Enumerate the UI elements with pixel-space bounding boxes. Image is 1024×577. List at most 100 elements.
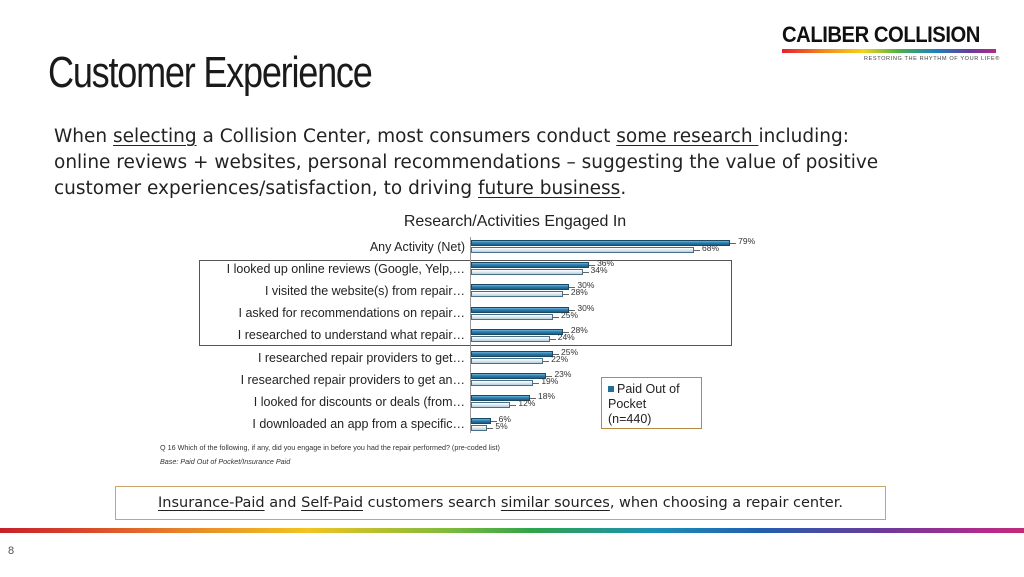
data-label-leader bbox=[487, 427, 494, 429]
data-label-leader bbox=[582, 272, 589, 274]
data-label: 25% bbox=[561, 309, 579, 320]
intro-line-3: customer experiences/satisfaction, to dr… bbox=[54, 176, 994, 202]
data-label-leader bbox=[510, 405, 517, 407]
bar-insurance-paid bbox=[471, 402, 511, 409]
bar-insurance-paid bbox=[471, 291, 563, 298]
callout-text: , when choosing a repair center. bbox=[609, 495, 843, 511]
caliber-collision-logo: CALIBER COLLISION RESTORING THE RHYTHM O… bbox=[782, 22, 1002, 62]
data-label: 22% bbox=[551, 354, 569, 364]
legend-label: Paid Out of bbox=[617, 382, 680, 396]
callout-box: Insurance-Paid and Self-Paid customers s… bbox=[115, 486, 886, 520]
category-label: Any Activity (Net) bbox=[369, 239, 465, 254]
legend-swatch bbox=[608, 386, 614, 392]
data-label: 30% bbox=[577, 280, 595, 291]
intro-text: including: bbox=[758, 126, 849, 147]
bar-paid-out-of-pocket bbox=[471, 262, 590, 269]
bar-paid-out-of-pocket bbox=[471, 284, 570, 291]
category-label: I visited the website(s) from repair… bbox=[264, 283, 465, 298]
callout-text: and bbox=[264, 495, 302, 511]
intro-text: . bbox=[620, 178, 627, 199]
chart-legend: Paid Out of Pocket (n=440) bbox=[601, 377, 702, 429]
bar-insurance-paid bbox=[471, 424, 488, 431]
callout-text: customers search bbox=[363, 495, 501, 511]
data-label: 30% bbox=[577, 302, 595, 313]
bar-insurance-paid bbox=[471, 358, 544, 364]
data-label: 25% bbox=[561, 347, 579, 357]
data-label: 68% bbox=[702, 243, 720, 253]
callout-underlined-text: Insurance-Paid bbox=[158, 495, 265, 511]
chart-title: Research/Activities Engaged In bbox=[403, 213, 627, 230]
data-label: 79% bbox=[738, 236, 756, 246]
intro-text: When bbox=[54, 126, 114, 147]
data-label: 24% bbox=[557, 331, 575, 342]
intro-text: customer experiences/satisfaction, to dr… bbox=[54, 178, 479, 199]
data-label-leader bbox=[549, 338, 556, 340]
data-label: 36% bbox=[597, 258, 615, 269]
intro-underlined-text: future business bbox=[478, 178, 621, 199]
data-label: 34% bbox=[590, 265, 608, 276]
bar-insurance-paid bbox=[471, 335, 550, 342]
bar-insurance-paid bbox=[471, 247, 695, 253]
data-label-leader bbox=[546, 376, 553, 378]
footer-rainbow-bar bbox=[0, 528, 1024, 533]
intro-underlined-text: selecting bbox=[113, 126, 197, 147]
data-label-leader bbox=[543, 361, 550, 362]
data-label-leader bbox=[553, 354, 559, 355]
intro-underlined-text: some research bbox=[616, 126, 759, 147]
bar-paid-out-of-pocket bbox=[471, 351, 553, 357]
base-note: Base: Paid Out of Pocket/Insurance Paid bbox=[160, 457, 291, 466]
legend-line-1: Paid Out of bbox=[608, 382, 695, 397]
bar-paid-out-of-pocket bbox=[471, 328, 563, 335]
data-label: 23% bbox=[554, 369, 572, 380]
category-label: I researched repair providers to get an… bbox=[240, 372, 465, 387]
intro-line-1: When selecting a Collision Center, most … bbox=[54, 124, 994, 150]
data-label-leader bbox=[553, 316, 559, 318]
data-label-leader bbox=[569, 287, 576, 289]
callout-underlined-text: Self-Paid bbox=[301, 495, 364, 511]
page-number: 8 bbox=[8, 545, 15, 557]
intro-paragraph: When selecting a Collision Center, most … bbox=[54, 124, 994, 202]
data-label-leader bbox=[694, 250, 701, 251]
bar-paid-out-of-pocket bbox=[471, 395, 531, 402]
slide-title: Customer Experience bbox=[48, 48, 373, 97]
legend-line-2: Pocket bbox=[608, 397, 647, 411]
data-label: 18% bbox=[538, 391, 556, 402]
bar-insurance-paid bbox=[471, 380, 534, 387]
logo-tagline: RESTORING THE RHYTHM OF YOUR LIFE® bbox=[863, 56, 1000, 62]
category-label: I downloaded an app from a specific… bbox=[252, 417, 465, 432]
category-label: I looked for discounts or deals (from… bbox=[253, 394, 465, 409]
data-label: 5% bbox=[495, 420, 508, 431]
data-label-leader bbox=[530, 398, 537, 400]
legend-line-3: (n=440) bbox=[608, 412, 652, 426]
data-label-leader bbox=[589, 265, 596, 267]
bar-paid-out-of-pocket bbox=[471, 240, 731, 246]
bar-paid-out-of-pocket bbox=[471, 373, 547, 380]
data-label-leader bbox=[562, 294, 569, 296]
bar-paid-out-of-pocket bbox=[471, 417, 491, 424]
bar-paid-out-of-pocket bbox=[471, 306, 570, 313]
data-label-leader bbox=[730, 243, 737, 244]
category-label: I researched repair providers to get… bbox=[257, 350, 465, 365]
intro-text: a Collision Center, most consumers condu… bbox=[196, 126, 617, 147]
question-note: Q 16 Which of the following, if any, did… bbox=[160, 443, 500, 452]
highlight-box bbox=[199, 260, 732, 346]
category-label: I researched to understand what repair… bbox=[237, 328, 465, 343]
bar-insurance-paid bbox=[471, 269, 583, 276]
data-label: 6% bbox=[498, 413, 511, 424]
logo-rainbow-bar bbox=[782, 49, 996, 53]
data-label-leader bbox=[490, 420, 497, 422]
data-label-leader bbox=[562, 331, 569, 333]
logo-wordmark: CALIBER COLLISION bbox=[782, 22, 980, 47]
data-label: 12% bbox=[518, 398, 536, 409]
data-label: 28% bbox=[570, 324, 588, 335]
category-label: I looked up online reviews (Google, Yelp… bbox=[226, 261, 465, 276]
bar-insurance-paid bbox=[471, 313, 553, 320]
category-label: I asked for recommendations on repair… bbox=[238, 306, 466, 321]
data-label: 28% bbox=[570, 287, 588, 298]
intro-line-2: online reviews + websites, personal reco… bbox=[54, 152, 879, 173]
callout-underlined-text: similar sources bbox=[500, 495, 610, 511]
data-label-leader bbox=[569, 309, 576, 311]
data-label-leader bbox=[533, 383, 540, 385]
chart-axis bbox=[470, 237, 471, 433]
data-label: 19% bbox=[541, 376, 559, 387]
